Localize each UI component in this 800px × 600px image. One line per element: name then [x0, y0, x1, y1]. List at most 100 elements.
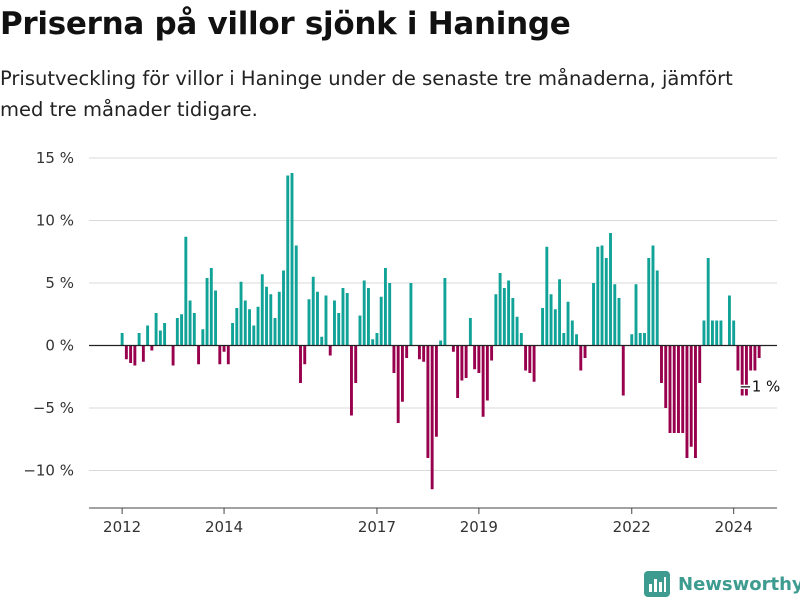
bar: [137, 333, 141, 346]
bar: [660, 345, 663, 383]
bar: [188, 300, 192, 346]
bar: [575, 334, 578, 346]
bar: [719, 320, 723, 346]
bar: [345, 293, 349, 346]
bar: [681, 345, 685, 433]
bar: [388, 283, 392, 346]
bar: [226, 345, 230, 365]
bar: [311, 276, 315, 346]
bar: [282, 270, 285, 346]
bar: [545, 246, 549, 346]
bar: [341, 288, 345, 346]
bar: [231, 323, 234, 346]
bar: [239, 281, 243, 346]
bar: [677, 345, 680, 433]
bar: [141, 345, 145, 362]
bar: [260, 274, 264, 346]
bar: [299, 345, 302, 383]
bar: [638, 333, 642, 346]
bar: [286, 175, 290, 346]
y-tick-label: 0 %: [45, 337, 74, 355]
bar: [485, 345, 489, 401]
bar: [205, 278, 209, 346]
x-tick-label: 2014: [205, 518, 243, 536]
brand-name: Newsworthy: [678, 573, 800, 595]
bar: [350, 345, 353, 416]
bar: [256, 306, 260, 346]
bar: [243, 300, 247, 346]
bar: [379, 296, 383, 346]
bar: [150, 345, 154, 351]
bar: [277, 291, 281, 346]
chart-subtitle: Prisutveckling för villor i Haninge unde…: [0, 67, 733, 121]
bar: [163, 323, 167, 346]
bar: [592, 283, 595, 346]
bar: [727, 295, 731, 346]
bar: [604, 258, 608, 346]
bar: [613, 284, 617, 346]
bar: [643, 333, 646, 346]
bar: [532, 345, 536, 382]
bar: [320, 336, 324, 346]
bar: [422, 345, 426, 362]
bar: [180, 314, 184, 346]
bar: [621, 345, 625, 396]
bar: [133, 345, 137, 366]
bar: [477, 345, 481, 373]
bar: [698, 345, 702, 383]
x-tick-label: 2012: [103, 518, 141, 536]
y-tick-label: −10 %: [23, 462, 74, 480]
bar: [749, 345, 753, 371]
bar: [324, 295, 328, 346]
bar: [694, 345, 697, 458]
bar: [214, 290, 218, 346]
bar: [498, 273, 502, 346]
bar: [400, 345, 404, 402]
y-tick-label: −5 %: [33, 399, 74, 417]
bar: [609, 233, 612, 346]
x-tick-label: 2019: [460, 518, 498, 536]
bar: [222, 345, 226, 352]
x-tick-label: 2022: [613, 518, 651, 536]
y-tick-label: 15 %: [36, 149, 74, 167]
bar: [715, 320, 719, 346]
bar: [158, 330, 162, 346]
bar: [303, 345, 307, 365]
y-tick-label: 10 %: [36, 212, 74, 230]
x-tick-label: 2017: [358, 518, 396, 536]
bar: [434, 345, 438, 437]
bar: [430, 345, 434, 490]
x-tick-label: 2024: [715, 518, 753, 536]
bar: [396, 345, 400, 423]
bar: [337, 313, 341, 346]
y-tick-label: 5 %: [45, 274, 74, 292]
data-label: −1 %: [739, 377, 780, 395]
brand-logo[interactable]: Newsworthy: [644, 570, 800, 598]
bar: [439, 340, 443, 346]
bar: [757, 345, 761, 358]
bar: [426, 345, 430, 458]
bar: [647, 258, 651, 346]
bar: [562, 333, 566, 346]
bar: [192, 313, 196, 346]
bar: [460, 345, 464, 381]
bar: [583, 345, 587, 358]
bar: [689, 345, 693, 447]
bar: [451, 345, 455, 352]
bar: [265, 286, 268, 346]
bar: [464, 345, 468, 378]
bar: [375, 333, 379, 346]
bar: [515, 316, 519, 346]
bar: [269, 294, 273, 346]
bar: [651, 245, 655, 346]
bar: [558, 279, 562, 346]
bar: [328, 345, 332, 356]
bar: [333, 300, 336, 346]
bar: [120, 333, 124, 346]
bar: [294, 245, 298, 346]
bar: [736, 345, 740, 371]
bar: [570, 320, 574, 346]
newsworthy-logo-icon: [644, 571, 670, 597]
bar: [549, 294, 553, 346]
